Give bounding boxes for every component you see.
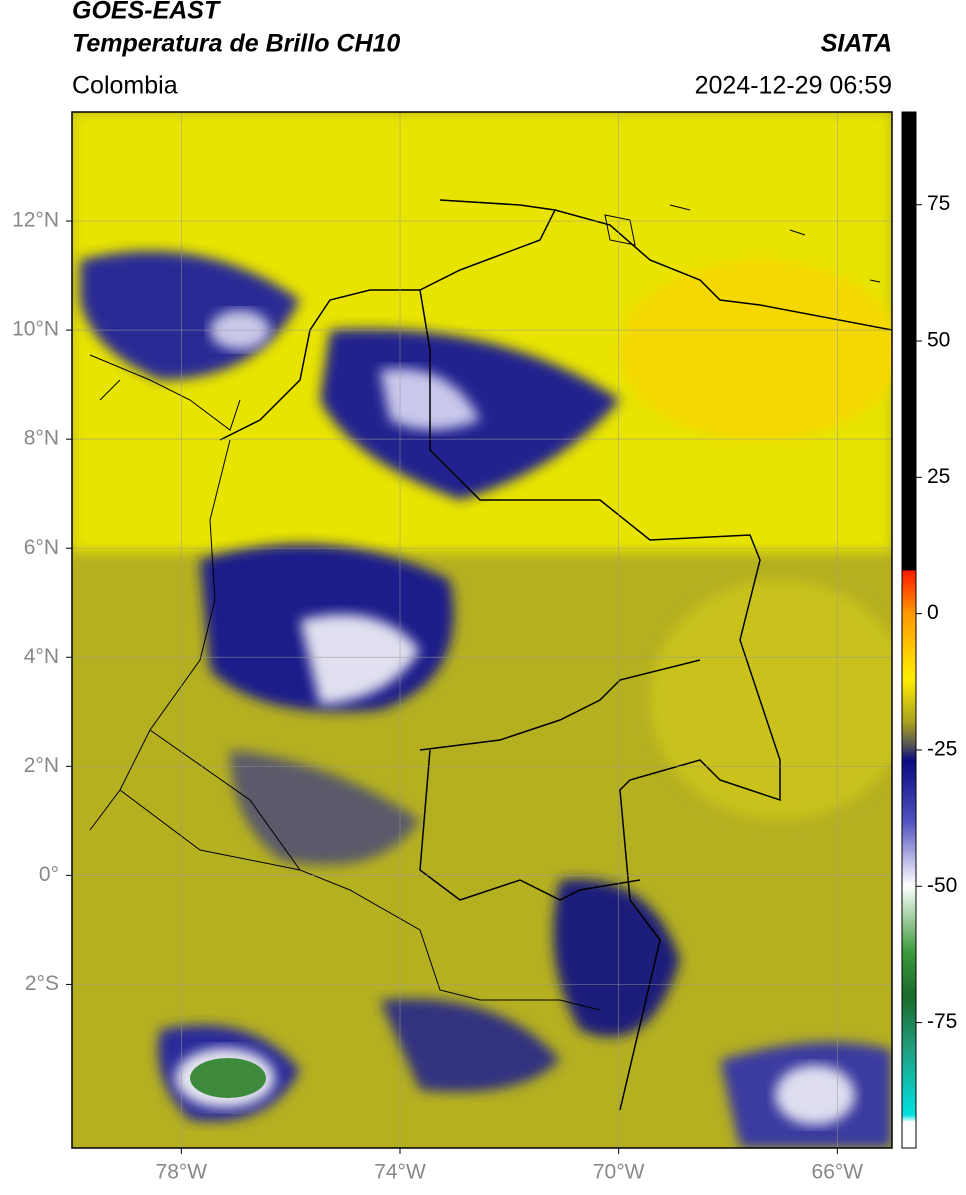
colorbar	[901, 111, 917, 1149]
x-tick-label: 74°W	[374, 1161, 426, 1184]
colorbar-tick-label: -75	[927, 1010, 957, 1033]
y-tick-label: 0°	[39, 863, 59, 886]
x-tick-label: 78°W	[156, 1161, 208, 1184]
y-tick-label: 2°N	[24, 754, 59, 777]
x-tick-label: 66°W	[812, 1161, 864, 1184]
colorbar-tick-label: 50	[927, 329, 950, 352]
satellite-image	[72, 112, 892, 1148]
satellite-title: GOES-EAST	[72, 0, 222, 25]
y-tick-label: 12°N	[12, 209, 59, 232]
y-tick-label: 2°S	[25, 972, 59, 995]
colorbar-tick-label: -50	[927, 874, 957, 897]
region: Colombia	[72, 72, 178, 100]
y-tick-label: 8°N	[24, 427, 59, 450]
product-title: Temperatura de Brillo CH10	[72, 30, 400, 58]
colorbar-tick-label: -25	[927, 738, 957, 761]
map-frame	[71, 111, 893, 1149]
colorbar-tick-label: 75	[927, 192, 950, 215]
datetime: 2024-12-29 06:59	[695, 72, 892, 100]
y-tick-label: 4°N	[24, 645, 59, 668]
colorbar-tick-label: 25	[927, 465, 950, 488]
y-tick-label: 6°N	[24, 536, 59, 559]
y-tick-label: 10°N	[12, 318, 59, 341]
x-tick-label: 70°W	[593, 1161, 645, 1184]
agency: SIATA	[821, 30, 892, 58]
colorbar-tick-label: 0	[927, 601, 939, 624]
